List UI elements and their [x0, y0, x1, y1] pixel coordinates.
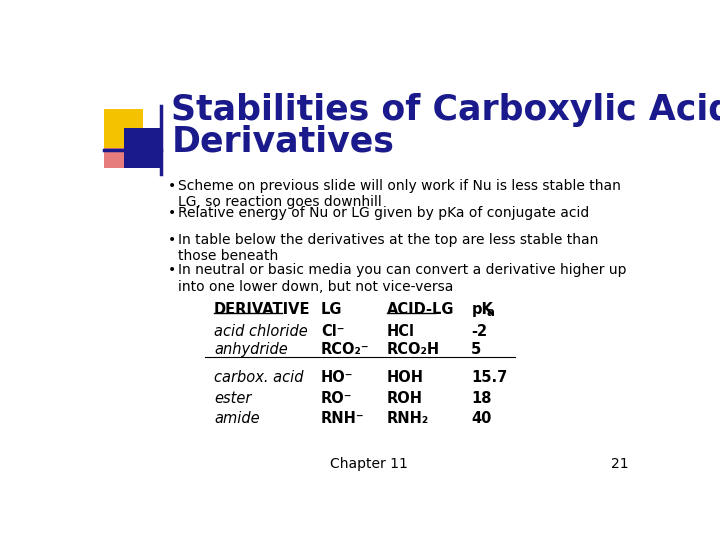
Text: Cl⁻: Cl⁻: [321, 323, 344, 339]
Text: -2: -2: [472, 323, 487, 339]
FancyBboxPatch shape: [124, 128, 163, 168]
Text: HOH: HOH: [387, 370, 424, 384]
Text: Scheme on previous slide will only work if Nu is less stable than
LG, so reactio: Scheme on previous slide will only work …: [179, 179, 621, 209]
FancyBboxPatch shape: [104, 110, 143, 148]
Text: acid chloride: acid chloride: [214, 323, 307, 339]
Text: HO⁻: HO⁻: [321, 370, 354, 384]
Text: a: a: [486, 306, 494, 319]
Text: RNH⁻: RNH⁻: [321, 411, 364, 426]
Text: RCO₂⁻: RCO₂⁻: [321, 342, 369, 357]
Text: 40: 40: [472, 411, 492, 426]
Text: DERIVATIVE: DERIVATIVE: [214, 302, 310, 317]
Text: ester: ester: [214, 392, 251, 406]
Text: anhydride: anhydride: [214, 342, 288, 357]
Text: ACID-LG: ACID-LG: [387, 302, 454, 317]
Text: RO⁻: RO⁻: [321, 392, 353, 406]
Text: 21: 21: [611, 457, 629, 471]
Text: 15.7: 15.7: [472, 370, 508, 384]
Text: In neutral or basic media you can convert a derivative higher up
into one lower : In neutral or basic media you can conver…: [179, 264, 627, 294]
Text: •: •: [168, 206, 176, 220]
Text: 18: 18: [472, 392, 492, 406]
Text: •: •: [168, 179, 176, 193]
Text: RNH₂: RNH₂: [387, 411, 429, 426]
Text: Derivatives: Derivatives: [171, 125, 395, 159]
Text: ROH: ROH: [387, 392, 423, 406]
Text: Chapter 11: Chapter 11: [330, 457, 408, 471]
Text: 5: 5: [472, 342, 482, 357]
Text: HCl: HCl: [387, 323, 415, 339]
Text: Relative energy of Nu or LG given by pKa of conjugate acid: Relative energy of Nu or LG given by pKa…: [179, 206, 590, 220]
Text: RCO₂H: RCO₂H: [387, 342, 440, 357]
Text: pK: pK: [472, 302, 493, 317]
Text: •: •: [168, 233, 176, 247]
Text: amide: amide: [214, 411, 260, 426]
Text: •: •: [168, 264, 176, 278]
FancyBboxPatch shape: [104, 134, 133, 168]
Text: carbox. acid: carbox. acid: [214, 370, 304, 384]
Text: In table below the derivatives at the top are less stable than
those beneath: In table below the derivatives at the to…: [179, 233, 599, 263]
Text: LG: LG: [321, 302, 343, 317]
Text: Stabilities of Carboxylic Acid: Stabilities of Carboxylic Acid: [171, 92, 720, 126]
